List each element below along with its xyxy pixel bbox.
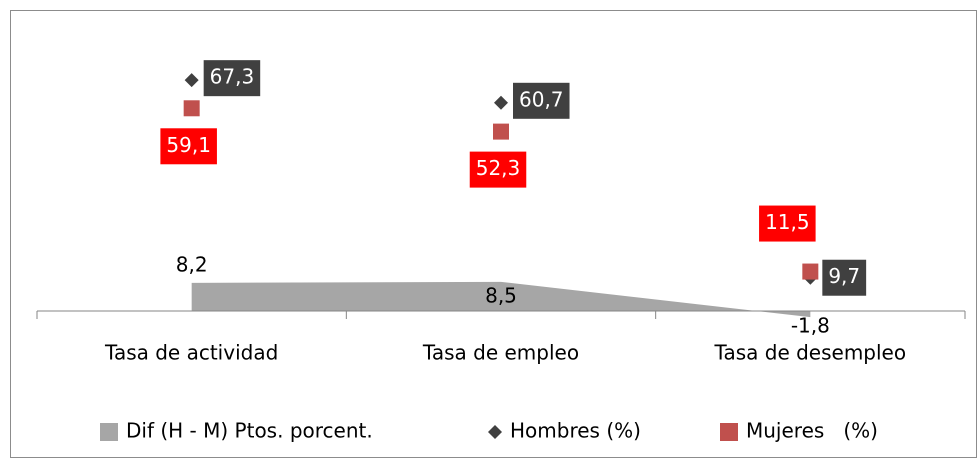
marker xyxy=(183,100,200,117)
x-tick-label: Tasa de desempleo xyxy=(714,341,907,365)
data-label-box xyxy=(203,60,261,97)
data-label: 60,7 xyxy=(519,87,564,111)
data-label-box xyxy=(822,259,867,296)
area xyxy=(191,281,811,318)
marker xyxy=(494,95,508,110)
data-label: 59,1 xyxy=(166,133,211,157)
x-tick-label: Tasa de actividad xyxy=(104,341,278,365)
data-label-box xyxy=(759,205,816,242)
data-label: 9,7 xyxy=(828,264,860,288)
data-label: 8,5 xyxy=(485,283,517,307)
legend-label: Hombres (%) xyxy=(510,419,641,443)
chart-border xyxy=(10,10,977,458)
legend-marker xyxy=(488,425,502,439)
x-tick-label: Tasa de empleo xyxy=(422,341,579,365)
legend-marker xyxy=(720,423,738,441)
legend-marker xyxy=(100,423,118,441)
legend-label: Mujeres (%) xyxy=(746,419,878,443)
marker xyxy=(493,123,509,140)
data-label-box xyxy=(513,82,570,119)
data-label-box xyxy=(469,151,527,188)
data-label: -1,8 xyxy=(791,314,830,338)
marker xyxy=(802,263,819,280)
marker xyxy=(184,73,199,88)
data-label: 11,5 xyxy=(765,210,810,234)
data-label: 52,3 xyxy=(476,156,521,180)
data-label: 67,3 xyxy=(210,65,255,89)
data-label-box xyxy=(160,128,217,165)
data-label: 8,2 xyxy=(176,252,208,276)
legend-label: Dif (H - M) Ptos. porcent. xyxy=(126,419,373,443)
